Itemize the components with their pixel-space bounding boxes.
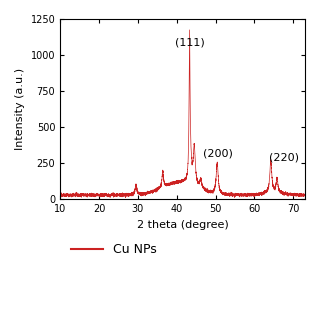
Text: (220): (220) bbox=[268, 153, 299, 163]
Text: (200): (200) bbox=[203, 148, 233, 158]
Text: (111): (111) bbox=[175, 38, 205, 48]
Y-axis label: Intensity (a.u.): Intensity (a.u.) bbox=[15, 68, 25, 150]
X-axis label: 2 theta (degree): 2 theta (degree) bbox=[137, 220, 228, 230]
Legend: Cu NPs: Cu NPs bbox=[67, 238, 161, 261]
